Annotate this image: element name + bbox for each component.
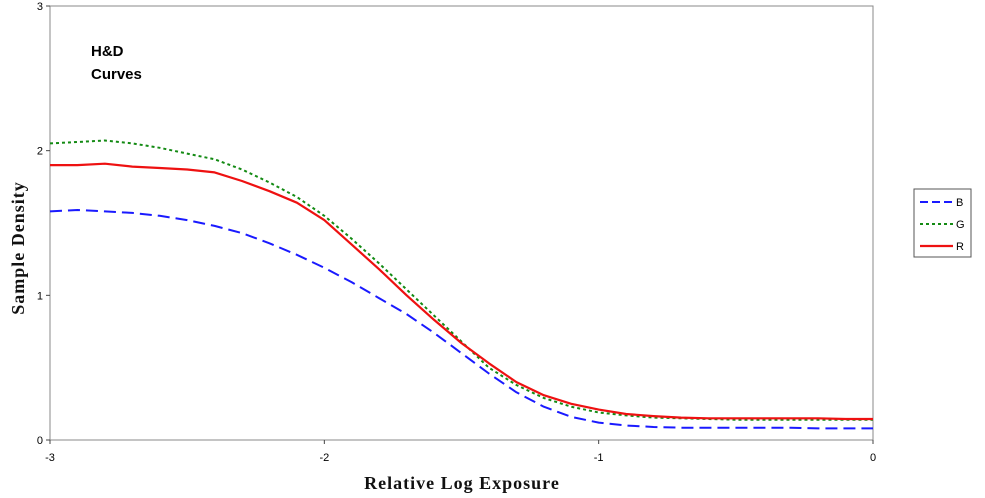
series-line-g [49, 139, 873, 421]
plot-title-line-1: H&D [91, 43, 124, 60]
legend-label-r: R [956, 241, 964, 253]
x-tick-label: 0 [870, 452, 876, 464]
legend: BGR [913, 188, 972, 258]
x-tick-label: -1 [594, 452, 604, 464]
x-axis-ticks: -3 -2 -1 0 [45, 440, 876, 464]
y-axis-title: Sample Density [8, 181, 28, 315]
y-tick-label: 2 [37, 146, 43, 158]
plot-title-line-2: Curves [91, 66, 142, 83]
legend-label-b: B [956, 197, 963, 209]
y-tick-label: 3 [37, 1, 43, 13]
y-tick-label: 1 [37, 290, 43, 302]
plot-area [49, 5, 874, 441]
series-line-b [49, 209, 873, 430]
legend-items: BGR [920, 197, 965, 253]
x-tick-label: -3 [45, 452, 55, 464]
legend-label-g: G [956, 219, 965, 231]
series-line-r [50, 162, 873, 421]
series-layer [49, 139, 873, 430]
y-axis-ticks: 0 1 2 3 [37, 1, 50, 447]
x-tick-label: -2 [319, 452, 329, 464]
x-axis-title: Relative Log Exposure [364, 473, 560, 493]
y-tick-label: 0 [37, 435, 43, 447]
